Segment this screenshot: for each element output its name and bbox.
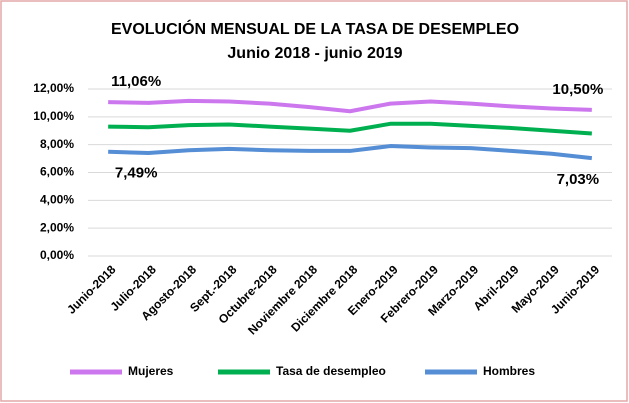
y-tick-label: 2,00% bbox=[40, 220, 74, 234]
data-label: 10,50% bbox=[552, 81, 603, 98]
y-tick-label: 4,00% bbox=[40, 193, 74, 207]
legend-label: Mujeres bbox=[128, 364, 174, 378]
data-label: 11,06% bbox=[111, 73, 161, 90]
chart-title: EVOLUCIÓN MENSUAL DE LA TASA DE DESEMPLE… bbox=[111, 19, 519, 38]
y-tick-label: 8,00% bbox=[40, 137, 74, 151]
y-tick-label: 0,00% bbox=[40, 248, 74, 262]
line-series bbox=[108, 121, 592, 136]
data-label: 7,03% bbox=[557, 171, 600, 188]
data-label: 7,49% bbox=[115, 165, 158, 182]
line-series bbox=[108, 144, 593, 161]
y-tick-label: 10,00% bbox=[33, 109, 74, 123]
line-series bbox=[108, 98, 592, 114]
legend-label: Hombres bbox=[483, 364, 535, 378]
chart-subtitle: Junio 2018 - junio 2019 bbox=[227, 45, 402, 62]
legend-label: Tasa de desempleo bbox=[276, 364, 386, 378]
y-tick-label: 6,00% bbox=[40, 165, 74, 179]
y-tick-label: 12,00% bbox=[33, 81, 74, 95]
